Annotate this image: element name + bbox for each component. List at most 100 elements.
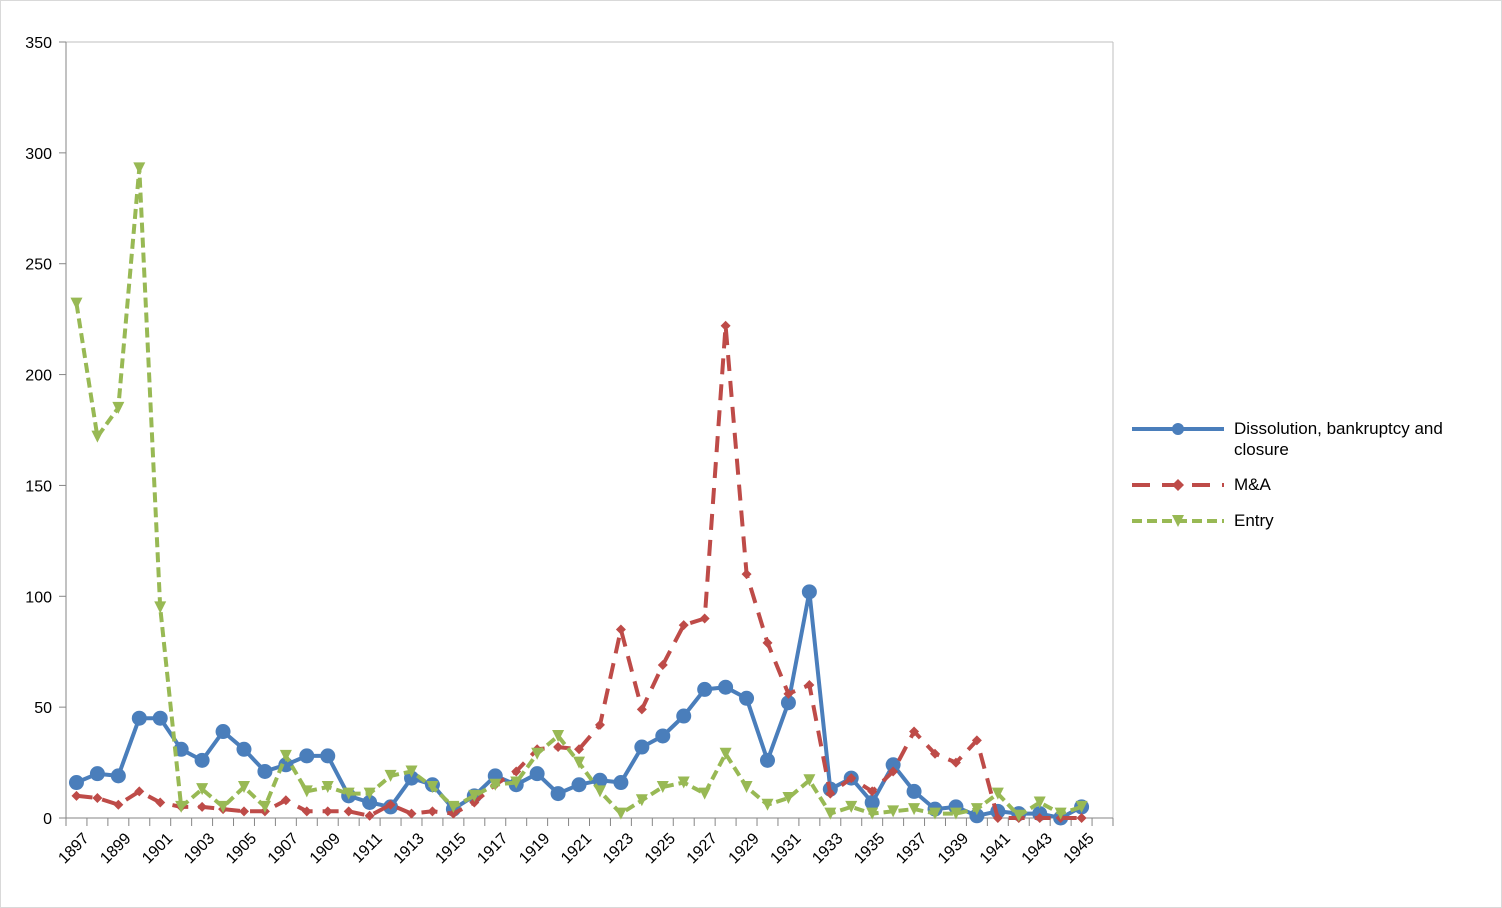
circle-marker-icon: [299, 748, 315, 764]
triangle-marker-icon: [908, 803, 921, 816]
circle-marker-icon: [697, 681, 713, 697]
y-tick-label: 200: [25, 368, 52, 385]
circle-marker-icon: [655, 728, 671, 744]
legend-label: M&A: [1234, 475, 1271, 494]
x-tick-label: 1927: [684, 830, 721, 867]
diamond-marker-icon: [155, 797, 166, 808]
triangle-marker-icon: [447, 800, 460, 813]
x-tick-label: 1913: [391, 830, 428, 867]
diamond-marker-icon: [71, 790, 82, 801]
triangle-marker-icon: [740, 780, 753, 793]
x-tick-label: 1935: [851, 830, 888, 867]
x-tick-label: 1929: [726, 830, 763, 867]
x-tick-label: 1919: [516, 830, 553, 867]
x-tick-label: 1943: [1019, 830, 1056, 867]
diamond-marker-icon: [322, 806, 333, 817]
x-tick-label: 1939: [935, 830, 972, 867]
triangle-marker-icon: [573, 756, 586, 769]
y-tick-label: 250: [25, 257, 52, 274]
circle-marker-icon: [676, 708, 692, 724]
diamond-marker-icon: [92, 793, 103, 804]
circle-marker-icon: [634, 739, 650, 755]
diamond-marker-icon: [280, 795, 291, 806]
diamond-marker-icon: [930, 748, 941, 759]
circle-marker-icon: [529, 766, 545, 782]
y-tick-label: 100: [25, 589, 52, 606]
diamond-marker-icon: [825, 788, 836, 799]
diamond-marker-icon: [343, 806, 354, 817]
diamond-marker-icon: [762, 637, 773, 648]
x-tick-label: 1945: [1061, 830, 1098, 867]
x-tick-label: 1921: [558, 830, 595, 867]
circle-marker-icon: [969, 808, 985, 824]
triangle-marker-icon: [468, 789, 481, 802]
y-tick-label: 50: [34, 700, 52, 717]
triangle-marker-icon: [970, 803, 983, 816]
triangle-marker-icon: [887, 805, 900, 818]
legend-label: Dissolution, bankruptcy and closure: [1234, 419, 1443, 459]
diamond-marker-icon: [804, 679, 815, 690]
legend-item-ma: M&A: [1130, 474, 1500, 496]
triangle-marker-icon: [635, 794, 648, 807]
x-tick-label: 1917: [474, 830, 511, 867]
triangle-marker-icon: [237, 780, 250, 793]
diamond-marker-icon: [741, 569, 752, 580]
triangle-marker-icon: [1054, 807, 1067, 820]
diamond-marker-icon: [1034, 813, 1045, 823]
circle-marker-icon: [362, 794, 378, 810]
circle-marker-icon: [215, 724, 231, 740]
triangle-marker-icon: [342, 787, 355, 800]
triangle-marker-icon: [614, 807, 627, 820]
x-tick-label: 1941: [977, 830, 1014, 867]
diamond-marker-icon: [1076, 813, 1087, 823]
circle-marker-icon: [613, 775, 629, 791]
circle-marker-icon: [236, 741, 252, 757]
circle-marker-icon: [68, 775, 84, 791]
triangle-marker-icon: [593, 785, 606, 798]
circle-marker-icon: [110, 768, 126, 784]
diamond-marker-icon: [909, 726, 920, 737]
triangle-marker-icon: [824, 807, 837, 820]
legend-item-entry: Entry: [1130, 510, 1500, 532]
diamond-marker-icon: [699, 613, 710, 624]
x-tick-label: 1933: [809, 830, 846, 867]
triangle-marker-icon: [531, 747, 544, 760]
circle-marker-icon: [571, 777, 587, 793]
diamond-marker-icon: [406, 808, 417, 819]
y-tick-label: 300: [25, 146, 52, 163]
triangle-marker-icon: [258, 800, 271, 813]
triangle-marker-icon: [112, 401, 125, 414]
x-tick-label: 1925: [642, 830, 679, 867]
y-tick-label: 150: [25, 478, 52, 495]
y-tick-label: 350: [25, 35, 52, 52]
solid-line-circle-marker-icon: [1132, 423, 1224, 435]
triangle-marker-icon: [677, 776, 690, 789]
circle-marker-icon: [906, 783, 922, 799]
diamond-marker-icon: [511, 766, 522, 777]
circle-marker-icon: [131, 710, 147, 726]
diamond-marker-icon: [678, 620, 689, 631]
plot-area-border: [66, 41, 1114, 818]
triangle-marker-icon: [866, 807, 879, 820]
triangle-marker-icon: [803, 774, 816, 787]
diamond-marker-icon: [134, 786, 145, 797]
triangle-marker-icon: [761, 798, 774, 811]
circle-marker-icon: [194, 752, 210, 768]
triangle-marker-icon: [698, 787, 711, 800]
diamond-marker-icon: [636, 704, 647, 715]
diamond-marker-icon: [364, 810, 375, 821]
triangle-marker-icon: [1033, 796, 1046, 809]
circle-marker-icon: [550, 786, 566, 802]
series-dissolution-bankruptcy-and-closure: [68, 584, 1090, 826]
circle-marker-icon: [257, 763, 273, 779]
diamond-marker-icon: [783, 688, 794, 699]
triangle-marker-icon: [782, 792, 795, 805]
triangle-marker-icon: [217, 800, 230, 813]
triangle-marker-icon: [133, 162, 146, 175]
diamond-marker-icon: [427, 806, 438, 817]
short-dashed-line-triangle-marker-icon: [1132, 515, 1224, 527]
legend-label: Entry: [1234, 511, 1274, 530]
triangle-marker-icon: [363, 787, 376, 800]
x-tick-label: 1907: [265, 830, 302, 867]
